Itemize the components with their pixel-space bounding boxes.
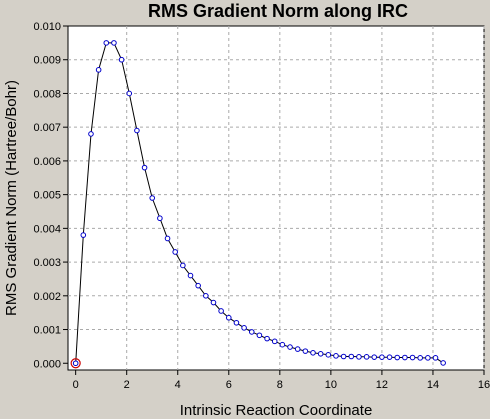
data-point[interactable]	[379, 354, 385, 360]
y-tick-label: 0.000	[33, 358, 61, 370]
data-point[interactable]	[363, 354, 370, 360]
data-point[interactable]	[294, 346, 301, 352]
x-tick-label: 10	[325, 379, 337, 391]
y-tick-label: 0.002	[33, 291, 61, 303]
data-point[interactable]	[386, 354, 393, 360]
y-tick-label: 0.003	[33, 257, 61, 269]
data-point[interactable]	[157, 215, 163, 222]
data-point[interactable]	[279, 341, 286, 348]
x-tick-label: 6	[226, 379, 232, 391]
y-tick-label: 0.010	[33, 21, 61, 33]
data-point[interactable]	[187, 272, 194, 279]
chart-title: RMS Gradient Norm along IRC	[148, 1, 408, 21]
data-point[interactable]	[149, 195, 156, 201]
data-point[interactable]	[72, 360, 79, 367]
data-point[interactable]	[340, 353, 347, 360]
y-axis-label: RMS Gradient Norm (Hartree/Bohr)	[3, 80, 20, 316]
y-tick-label: 0.001	[33, 325, 61, 337]
x-tick-label: 4	[175, 379, 181, 391]
data-point[interactable]	[225, 314, 232, 321]
data-point[interactable]	[371, 354, 378, 360]
y-tick-label: 0.005	[33, 190, 61, 202]
y-tick-label: 0.004	[33, 223, 61, 235]
data-point[interactable]	[180, 262, 186, 269]
y-tick-label: 0.006	[33, 156, 61, 168]
x-tick-label: 16	[478, 379, 490, 391]
plot-area	[67, 25, 485, 371]
data-point[interactable]	[302, 348, 309, 354]
data-point[interactable]	[409, 354, 416, 361]
x-tick-label: 0	[73, 379, 79, 391]
data-point[interactable]	[440, 360, 446, 366]
data-point[interactable]	[348, 353, 355, 360]
data-point[interactable]	[264, 335, 270, 342]
data-point[interactable]	[164, 235, 171, 242]
data-point[interactable]	[394, 354, 401, 361]
data-point[interactable]	[310, 350, 316, 356]
data-point[interactable]	[417, 355, 423, 361]
data-point[interactable]	[218, 308, 224, 314]
current-point-marker[interactable]	[70, 358, 81, 369]
data-point[interactable]	[80, 232, 87, 238]
data-point[interactable]	[233, 319, 240, 326]
data-point[interactable]	[402, 354, 408, 361]
x-tick-label: 2	[124, 379, 130, 391]
data-point[interactable]	[241, 325, 247, 331]
data-point[interactable]	[356, 354, 362, 360]
data-point[interactable]	[248, 329, 255, 335]
data-point[interactable]	[172, 249, 178, 255]
data-point[interactable]	[333, 353, 339, 359]
data-point[interactable]	[432, 355, 439, 361]
y-tick-label: 0.007	[33, 122, 61, 134]
data-point[interactable]	[111, 40, 117, 46]
data-point[interactable]	[287, 344, 293, 350]
data-point[interactable]	[317, 351, 324, 357]
data-point[interactable]	[195, 282, 201, 289]
x-tick-label: 8	[277, 379, 283, 391]
data-point[interactable]	[203, 293, 209, 299]
series	[70, 40, 446, 369]
data-point[interactable]	[95, 67, 102, 73]
data-point[interactable]	[134, 127, 140, 134]
data-point[interactable]	[325, 352, 332, 358]
x-tick-label: 14	[427, 379, 439, 391]
x-tick-label: 12	[376, 379, 388, 391]
axis-ticks: 0 2 4 6 8 10 12 14 16 0.000 0.001 0.002 0.003 0.004 0.…	[33, 21, 490, 391]
data-point[interactable]	[88, 131, 94, 137]
x-axis-label: Intrinsic Reaction Coordinate	[180, 402, 373, 419]
data-point[interactable]	[425, 355, 431, 361]
data-point[interactable]	[271, 338, 278, 345]
data-point[interactable]	[126, 90, 133, 97]
data-point[interactable]	[103, 40, 110, 46]
data-point[interactable]	[118, 56, 125, 63]
y-tick-label: 0.009	[33, 55, 61, 67]
data-point[interactable]	[210, 299, 217, 306]
data-point[interactable]	[141, 164, 148, 171]
y-tick-label: 0.008	[33, 88, 61, 100]
data-point[interactable]	[256, 332, 263, 339]
